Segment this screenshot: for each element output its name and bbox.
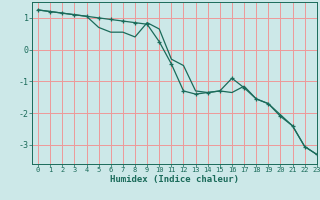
- X-axis label: Humidex (Indice chaleur): Humidex (Indice chaleur): [110, 175, 239, 184]
